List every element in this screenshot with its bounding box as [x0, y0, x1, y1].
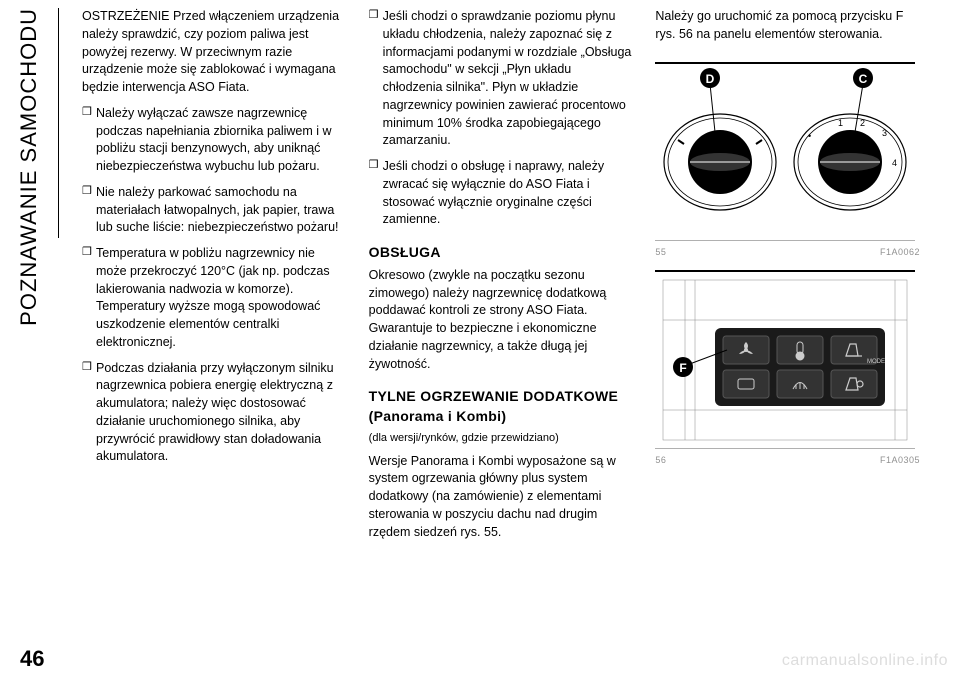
figure-code: F1A0305 — [880, 454, 920, 467]
bullet-text: Jeśli chodzi o obsługę i naprawy, należy… — [383, 158, 634, 229]
dial-tick-3: 3 — [882, 128, 887, 138]
bullet-mark: ❒ — [369, 8, 379, 150]
bullet-text: Temperatura w pobliżu nagrzewnicy nie mo… — [96, 245, 347, 352]
svg-text:C: C — [859, 72, 868, 86]
mode-label: MODE — [867, 359, 885, 365]
figure-code: F1A0062 — [880, 246, 920, 259]
sidebar-divider — [58, 8, 59, 238]
bullet-item: ❒ Podczas działania przy wyłączonym siln… — [82, 360, 347, 467]
dial-tick-4: 4 — [892, 158, 897, 168]
figure-56-svg: MODE — [655, 270, 915, 450]
column-2: ❒ Jeśli chodzi o sprawdzanie poziomu pły… — [369, 8, 634, 678]
bullet-mark: ❒ — [82, 360, 92, 467]
bullet-mark: ❒ — [82, 245, 92, 352]
watermark: carmanualsonline.info — [782, 652, 948, 670]
bullet-item: ❒ Jeśli chodzi o sprawdzanie poziomu pły… — [369, 8, 634, 150]
body-paragraph: Należy go uruchomić za pomocą przycisku … — [655, 8, 920, 44]
figure-number: 56 — [655, 454, 666, 467]
sidebar-title: POZNAWANIE SAMOCHODU — [16, 8, 42, 326]
dial-tick-1: 1 — [838, 118, 843, 128]
warning-paragraph: OSTRZEŻENIE Przed włączeniem urządzenia … — [82, 8, 347, 97]
dial-tick-2: 2 — [860, 118, 865, 128]
svg-text:F: F — [680, 361, 687, 375]
figure-56: MODE — [655, 270, 920, 467]
bullet-item: ❒ Temperatura w pobliżu nagrzewnicy nie … — [82, 245, 347, 352]
bullet-mark: ❒ — [369, 158, 379, 229]
bullet-mark: ❒ — [82, 105, 92, 176]
bullet-text: Nie należy parkować samochodu na materia… — [96, 184, 347, 237]
bullet-text: Jeśli chodzi o sprawdzanie poziomu płynu… — [383, 8, 634, 150]
body-paragraph: Okresowo (zwykle na początku sezonu zimo… — [369, 267, 634, 374]
svg-text:D: D — [706, 72, 715, 86]
section-heading: TYLNE OGRZEWANIE DODATKOWE (Panorama i K… — [369, 387, 634, 427]
bullet-text: Należy wyłączać zawsze nagrzewnicę podcz… — [96, 105, 347, 176]
bullet-mark: ❒ — [82, 184, 92, 237]
main-content: OSTRZEŻENIE Przed włączeniem urządzenia … — [58, 0, 960, 686]
section-heading: OBSŁUGA — [369, 243, 634, 263]
column-3: Należy go uruchomić za pomocą przycisku … — [655, 8, 920, 678]
figure-55: • 1 2 3 4 D — [655, 62, 920, 259]
bullet-item: ❒ Należy wyłączać zawsze nagrzewnicę pod… — [82, 105, 347, 176]
figure-55-svg: • 1 2 3 4 D — [655, 62, 915, 242]
figure-caption: 55 F1A0062 — [655, 246, 920, 259]
bullet-item: ❒ Jeśli chodzi o obsługę i naprawy, nale… — [369, 158, 634, 229]
column-1: OSTRZEŻENIE Przed włączeniem urządzenia … — [82, 8, 347, 678]
svg-text:•: • — [808, 131, 811, 141]
bullet-item: ❒ Nie należy parkować samochodu na mater… — [82, 184, 347, 237]
page-number: 46 — [20, 646, 44, 672]
sub-heading: (dla wersji/rynków, gdzie przewidziano) — [369, 431, 634, 447]
sidebar: POZNAWANIE SAMOCHODU — [0, 0, 58, 686]
figure-caption: 56 F1A0305 — [655, 454, 920, 467]
figure-number: 55 — [655, 246, 666, 259]
body-paragraph: Wersje Panorama i Kombi wyposażone są w … — [369, 453, 634, 542]
bullet-text: Podczas działania przy wyłączonym silnik… — [96, 360, 347, 467]
